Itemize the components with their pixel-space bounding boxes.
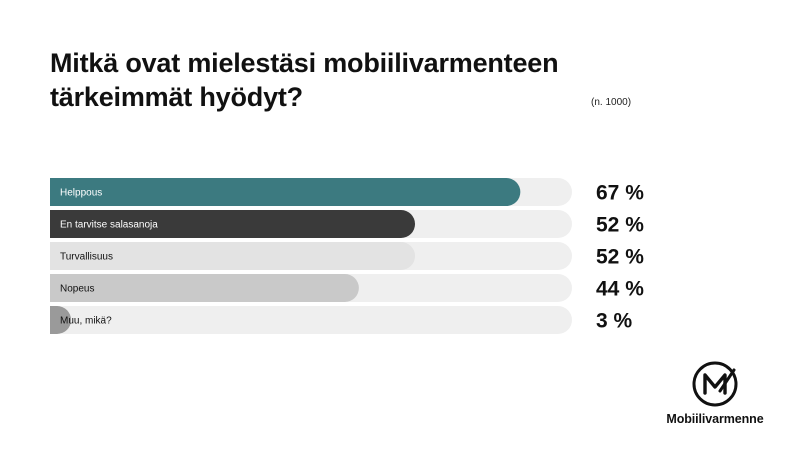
bar-row: Nopeus 44 % <box>50 274 644 302</box>
logo-text: Mobiilivarmenne <box>666 412 764 426</box>
bar-value-label: 52 % <box>596 214 644 237</box>
bar-category-label: Muu, mikä? <box>60 316 112 327</box>
sample-size-note: (n. 1000) <box>591 97 632 108</box>
bar-category-label: Helppous <box>60 188 102 199</box>
bar-row: Turvallisuus 52 % <box>50 242 644 270</box>
bar-category-label: Nopeus <box>60 284 94 295</box>
bar-category-label: En tarvitse salasanoja <box>60 220 158 231</box>
chart-title: Mitkä ovat mielestäsi mobiilivarmenteen … <box>50 48 559 112</box>
bar-row: En tarvitse salasanoja 52 % <box>50 210 644 238</box>
bar <box>50 210 416 238</box>
bar-category-label: Turvallisuus <box>60 252 113 263</box>
bar-row: Helppous 67 % <box>50 178 644 206</box>
bar-value-label: 67 % <box>596 182 644 205</box>
bar-value-label: 44 % <box>596 278 644 301</box>
bar-value-label: 3 % <box>596 310 633 333</box>
bar <box>50 306 72 334</box>
bar <box>50 274 359 302</box>
brand-logo: Mobiilivarmenne <box>660 360 770 426</box>
bar-row: Muu, mikä? 3 % <box>50 306 633 334</box>
bar-track <box>50 306 572 334</box>
bar-value-label: 52 % <box>596 246 644 269</box>
bar <box>50 178 521 206</box>
mobiilivarmenne-logo-icon <box>692 361 738 407</box>
bar <box>50 242 416 270</box>
